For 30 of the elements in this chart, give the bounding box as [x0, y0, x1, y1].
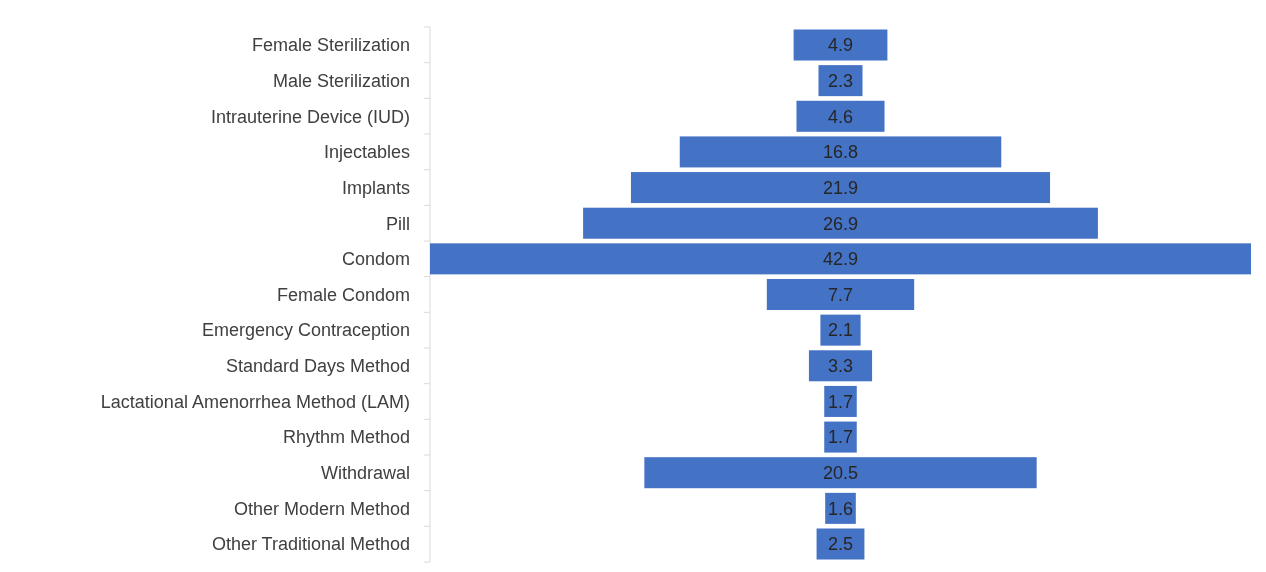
data-label: 21.9 [822, 177, 859, 198]
category-label: Standard Days Method [225, 356, 410, 377]
data-label: 1.6 [827, 498, 854, 519]
category-label: Female Condom [276, 284, 410, 305]
category-label: Female Sterilization [251, 35, 410, 56]
data-label: 2.3 [827, 70, 854, 91]
category-label: Implants [341, 177, 410, 198]
category-label: Withdrawal [320, 463, 410, 484]
data-label: 1.7 [827, 391, 854, 412]
category-label: Other Modern Method [233, 498, 410, 519]
data-label: 2.5 [827, 534, 854, 555]
data-label: 7.7 [827, 284, 854, 305]
category-label: Male Sterilization [272, 70, 410, 91]
category-label: Condom [341, 249, 410, 270]
data-label: 42.9 [822, 249, 859, 270]
data-label: 2.1 [827, 320, 854, 341]
category-label: Pill [385, 213, 410, 234]
category-label: Other Traditional Method [211, 534, 410, 555]
data-label: 1.7 [827, 427, 854, 448]
category-label: Intrauterine Device (IUD) [210, 106, 410, 127]
data-label: 4.9 [827, 35, 854, 56]
category-label: Lactational Amenorrhea Method (LAM) [100, 391, 410, 412]
category-label: Emergency Contraception [201, 320, 410, 341]
data-label: 4.6 [827, 106, 854, 127]
data-label: 16.8 [822, 142, 859, 163]
data-label: 3.3 [827, 356, 854, 377]
category-label: Injectables [323, 142, 410, 163]
data-label: 20.5 [822, 463, 859, 484]
category-label: Rhythm Method [282, 427, 410, 448]
data-label: 26.9 [822, 213, 859, 234]
